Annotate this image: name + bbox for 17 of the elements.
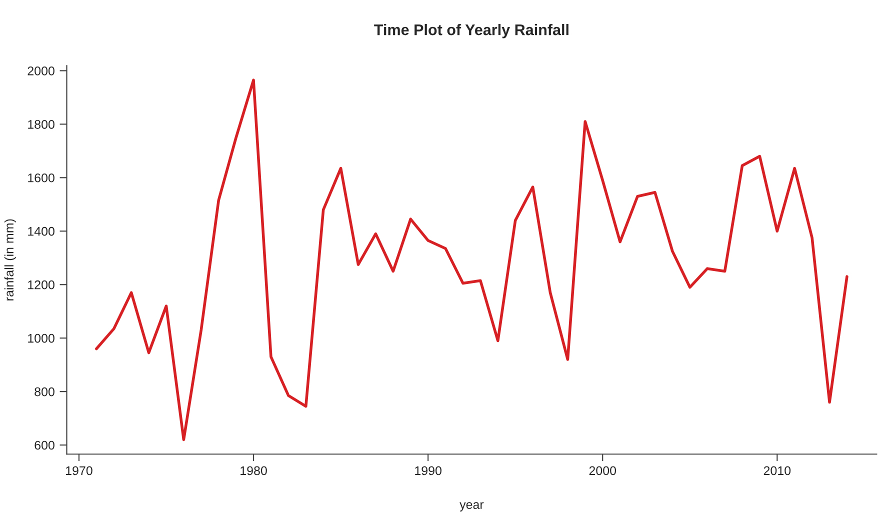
chart-title: Time Plot of Yearly Rainfall xyxy=(374,24,568,38)
y-tick-label: 800 xyxy=(34,387,54,396)
x-tick-label: 2000 xyxy=(589,466,616,476)
y-tick-label: 1800 xyxy=(28,120,54,129)
x-tick-label: 1970 xyxy=(66,466,92,476)
y-tick-label: 1000 xyxy=(28,334,54,343)
y-tick-label: 1600 xyxy=(28,173,54,182)
line-series xyxy=(95,78,848,442)
x-tick-label: 1980 xyxy=(240,466,267,476)
x-tick-label: 2010 xyxy=(764,466,791,476)
y-tick-label: 600 xyxy=(34,440,54,450)
y-axis-title: rainfall (in mm) xyxy=(4,219,16,300)
y-tick-label: 1400 xyxy=(28,226,54,236)
y-tick-label: 2000 xyxy=(28,66,54,76)
y-tick-label: 1200 xyxy=(28,280,54,290)
x-tick-label: 1990 xyxy=(415,466,442,476)
x-axis-title: year xyxy=(460,502,484,512)
